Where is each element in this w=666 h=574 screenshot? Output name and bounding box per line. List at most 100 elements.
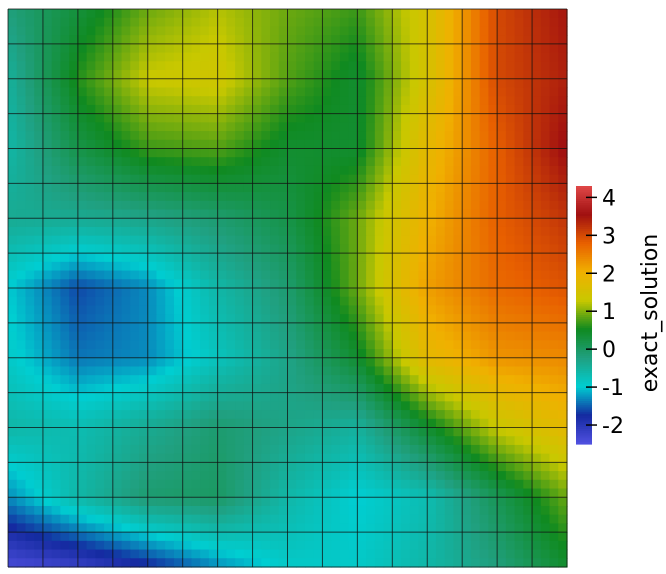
field-cell <box>139 9 149 19</box>
field-cell <box>130 148 140 158</box>
field-cell <box>95 523 105 533</box>
field-cell <box>208 392 219 402</box>
colorbar-swatch <box>576 319 592 323</box>
field-cell <box>208 383 219 394</box>
field-cell <box>261 244 271 254</box>
field-cell <box>383 436 393 446</box>
field-cell <box>392 532 402 542</box>
field-cell <box>383 523 393 533</box>
field-cell <box>479 270 489 280</box>
colorbar-swatch <box>576 375 592 378</box>
field-cell <box>217 70 227 80</box>
field-cell <box>77 375 88 385</box>
field-cell <box>261 253 271 263</box>
field-cell <box>392 436 402 446</box>
field-cell <box>523 462 533 472</box>
field-cell <box>540 165 551 176</box>
field-cell <box>235 296 245 307</box>
field-cell <box>147 139 158 150</box>
field-cell <box>235 479 245 490</box>
field-cell <box>540 244 551 254</box>
field-cell <box>304 192 315 202</box>
field-cell <box>549 532 559 542</box>
field-cell <box>549 296 559 307</box>
field-cell <box>182 192 193 202</box>
field-cell <box>104 366 114 376</box>
field-cell <box>331 279 341 289</box>
field-cell <box>488 17 498 28</box>
field-cell <box>558 427 568 437</box>
field-cell <box>104 488 114 498</box>
field-cell <box>470 26 481 36</box>
field-cell <box>470 462 481 472</box>
field-cell <box>427 488 437 498</box>
field-cell <box>147 96 158 106</box>
field-cell <box>479 43 489 54</box>
field-cell <box>130 436 140 446</box>
field-cell <box>130 401 140 411</box>
field-cell <box>383 139 393 150</box>
field-cell <box>287 540 297 551</box>
field-cell <box>34 305 44 315</box>
field-cell <box>261 497 271 507</box>
field-cell <box>8 436 18 446</box>
field-cell <box>313 61 324 71</box>
field-cell <box>95 488 105 498</box>
field-cell <box>173 78 184 89</box>
field-cell <box>191 436 201 446</box>
colorbar-swatch <box>576 297 592 301</box>
field-cell <box>532 61 542 71</box>
field-cell <box>77 497 88 507</box>
field-cell <box>348 279 358 289</box>
field-cell <box>51 113 61 123</box>
field-cell <box>313 392 324 402</box>
field-cell <box>514 523 524 533</box>
field-cell <box>453 209 463 219</box>
field-cell <box>505 253 516 263</box>
field-cell <box>208 26 219 36</box>
field-cell <box>130 35 140 45</box>
field-cell <box>173 244 184 254</box>
field-cell <box>427 410 437 420</box>
field-cell <box>34 35 44 45</box>
field-cell <box>418 462 428 472</box>
field-cell <box>51 427 61 437</box>
field-cell <box>147 9 158 19</box>
field-cell <box>331 471 341 481</box>
field-cell <box>366 305 376 315</box>
field-cell <box>69 253 79 263</box>
field-cell <box>523 401 533 411</box>
field-cell <box>270 532 280 542</box>
field-cell <box>252 349 262 359</box>
field-cell <box>252 104 262 115</box>
field-cell <box>51 131 61 141</box>
field-cell <box>287 488 297 498</box>
field-cell <box>173 357 184 368</box>
field-cell <box>348 471 358 481</box>
field-cell <box>104 532 114 542</box>
field-cell <box>182 235 193 246</box>
field-cell <box>540 366 551 376</box>
field-cell <box>173 296 184 307</box>
field-cell <box>235 279 245 289</box>
field-cell <box>418 479 428 490</box>
field-cell <box>470 9 481 19</box>
field-cell <box>86 279 96 289</box>
field-cell <box>165 253 175 263</box>
field-cell <box>357 35 367 45</box>
field-cell <box>287 87 297 97</box>
field-cell <box>357 540 367 551</box>
field-cell <box>549 139 559 150</box>
field-cell <box>8 331 18 341</box>
field-cell <box>462 139 472 150</box>
field-cell <box>479 226 489 237</box>
field-cell <box>505 410 516 420</box>
field-cell <box>208 244 219 254</box>
field-cell <box>217 479 227 490</box>
field-cell <box>147 488 158 498</box>
field-cell <box>165 235 175 246</box>
field-cell <box>453 244 463 254</box>
field-cell <box>427 471 437 481</box>
field-cell <box>418 410 428 420</box>
field-cell <box>304 523 315 533</box>
